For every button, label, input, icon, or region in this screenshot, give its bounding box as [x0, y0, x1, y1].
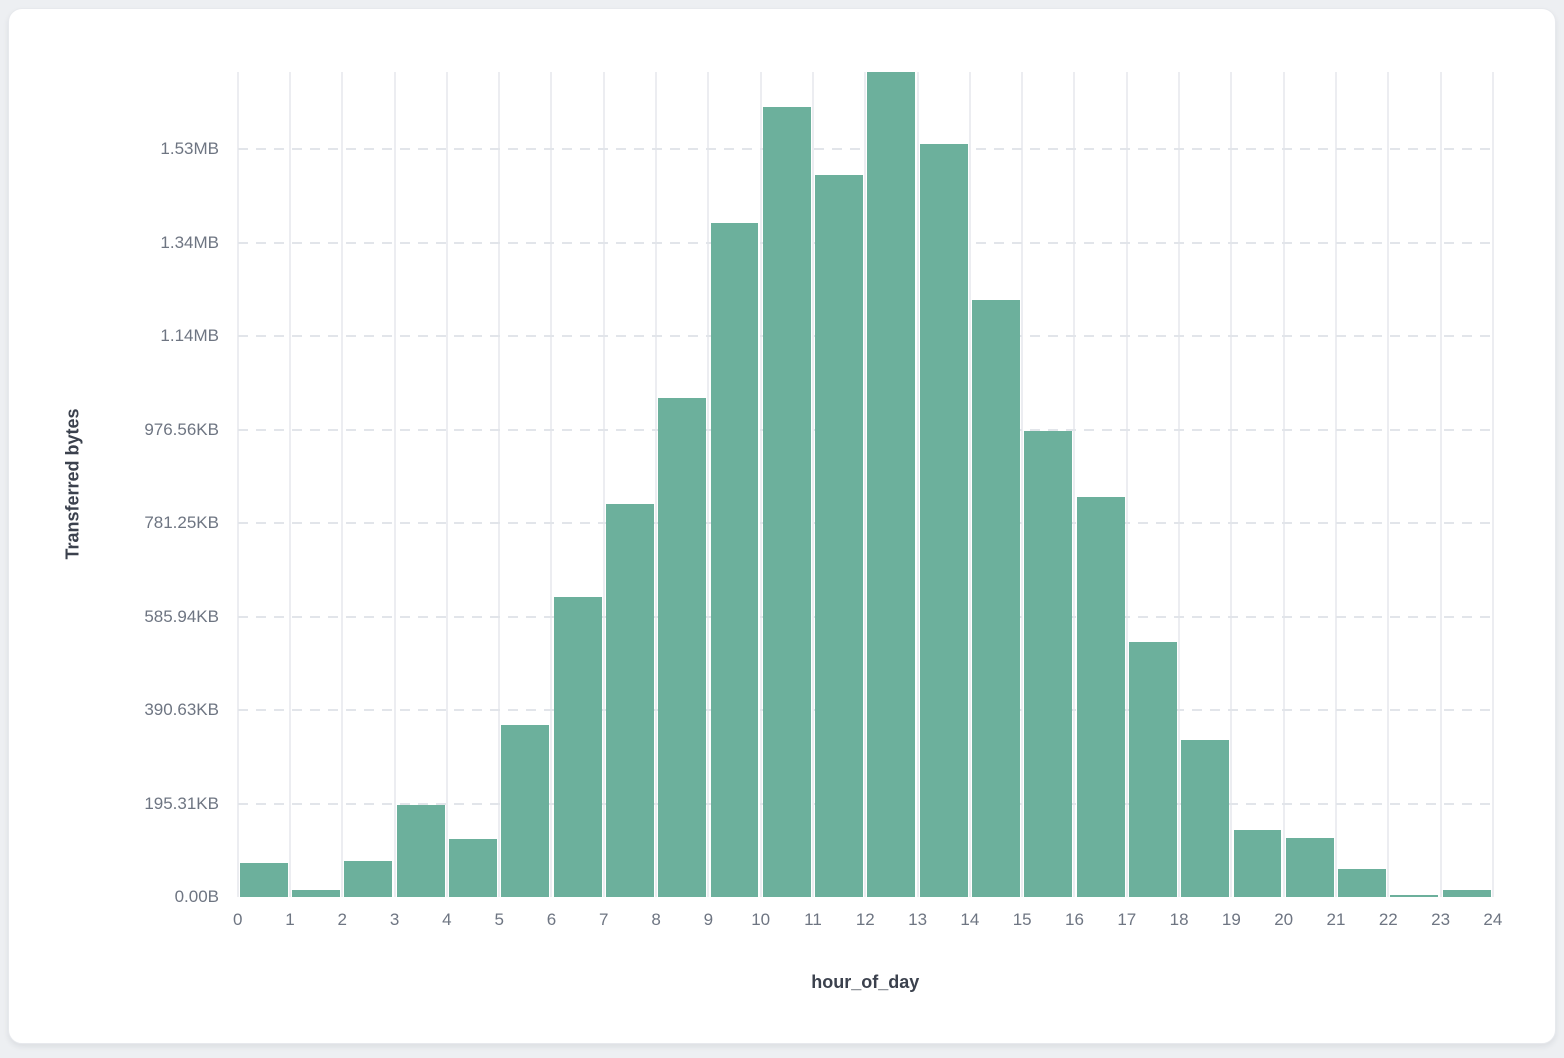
vertical-gridline: [864, 72, 867, 897]
vertical-gridline: [288, 72, 291, 897]
x-tick-label: 18: [1169, 910, 1189, 929]
vertical-gridline: [1073, 72, 1076, 897]
y-tick-label: 1.34MB: [160, 232, 219, 252]
x-tick-label: 24: [1483, 910, 1503, 929]
vertical-gridline: [1387, 72, 1390, 897]
y-tick-label: 390.63KB: [144, 700, 219, 720]
y-tick-label: 1.53MB: [160, 139, 219, 159]
vertical-gridline: [1125, 72, 1128, 897]
histogram-bar[interactable]: [1233, 830, 1282, 897]
x-tick-label: 12: [855, 910, 875, 929]
histogram-bar[interactable]: [815, 175, 864, 897]
y-tick-label: 976.56KB: [144, 419, 219, 439]
x-tick-label: 2: [337, 910, 348, 929]
x-tick-label: 5: [494, 910, 504, 929]
horizontal-gridline: [237, 428, 1493, 431]
vertical-gridline: [1230, 72, 1233, 897]
vertical-gridline: [341, 72, 344, 897]
histogram-bar[interactable]: [867, 72, 916, 897]
histogram-bar[interactable]: [762, 107, 811, 897]
y-tick-label: 1.14MB: [160, 326, 219, 346]
histogram-bar[interactable]: [449, 838, 497, 897]
x-tick-label: 20: [1274, 910, 1294, 929]
vertical-gridline: [811, 72, 814, 897]
vertical-gridline: [498, 72, 501, 897]
histogram-bar[interactable]: [710, 222, 759, 897]
vertical-gridline: [968, 72, 971, 897]
vertical-gridline: [759, 72, 762, 897]
horizontal-gridline: [237, 709, 1493, 712]
histogram-bar[interactable]: [553, 596, 602, 897]
histogram-bar[interactable]: [501, 724, 550, 897]
x-tick-label: 8: [651, 910, 661, 929]
x-tick-label: 13: [908, 910, 928, 929]
x-tick-label: 4: [442, 910, 452, 929]
x-tick-label: 19: [1221, 910, 1241, 929]
vertical-gridline: [1282, 72, 1285, 897]
histogram-bar[interactable]: [1024, 430, 1073, 897]
x-tick-label: 16: [1065, 910, 1084, 929]
x-axis-labels: 0 1 2 3 4 5 6 7 8 9 10 11 12 13 14 15 16 17 18 19 20 21 22 23 24: [233, 910, 1502, 934]
x-tick-label: 10: [751, 910, 771, 929]
horizontal-gridline: [237, 148, 1493, 151]
histogram-bar[interactable]: [1128, 641, 1177, 897]
y-tick-label: 585.94KB: [144, 606, 219, 626]
histogram-bar[interactable]: [658, 397, 707, 897]
vertical-gridline: [707, 72, 710, 897]
histogram-bar[interactable]: [919, 143, 968, 897]
x-tick-label: 9: [703, 910, 714, 929]
x-tick-label: 14: [960, 910, 980, 929]
y-tick-label: 0.00B: [174, 887, 219, 906]
plot-area: [236, 72, 1494, 897]
y-axis-labels: 0.00B 195.31KB 390.63KB 585.94KB 781.25KB 976…: [9, 72, 219, 906]
vertical-gridline: [445, 72, 448, 897]
histogram-bar[interactable]: [239, 862, 288, 897]
histogram-bar[interactable]: [396, 805, 445, 897]
vertical-gridline: [236, 72, 239, 897]
horizontal-gridline: [237, 335, 1493, 338]
vertical-gridline: [393, 72, 396, 897]
x-tick-label: 11: [804, 910, 822, 929]
vertical-gridline: [916, 72, 919, 897]
x-tick-label: 22: [1378, 910, 1398, 929]
histogram-bar[interactable]: [1285, 837, 1334, 897]
horizontal-gridline: [237, 241, 1493, 244]
vertical-gridline: [602, 72, 605, 897]
chart-card: Transferred bytes 0.00B 195.31KB 390.63KB 5…: [8, 8, 1556, 1044]
vertical-gridline: [1439, 72, 1442, 897]
vertical-gridline: [1178, 72, 1181, 897]
y-tick-label: 781.25KB: [144, 513, 219, 533]
histogram-bar[interactable]: [1181, 740, 1230, 897]
vertical-gridline: [655, 72, 658, 897]
x-tick-label: 23: [1431, 910, 1451, 929]
histogram-bar[interactable]: [1338, 869, 1387, 897]
histogram-bar[interactable]: [605, 504, 654, 897]
x-tick-label: 7: [599, 910, 609, 929]
vertical-gridline: [1491, 72, 1494, 897]
histogram-bar[interactable]: [1390, 894, 1439, 897]
histogram-bar[interactable]: [972, 299, 1020, 897]
x-tick-label: 17: [1117, 910, 1137, 929]
x-tick-label: 21: [1326, 910, 1346, 929]
y-tick-label: 195.31KB: [144, 793, 219, 813]
histogram-bar[interactable]: [1442, 890, 1491, 897]
x-tick-label: 0: [232, 910, 243, 929]
horizontal-gridline: [237, 522, 1493, 525]
x-tick-label: 3: [389, 910, 400, 929]
vertical-gridline: [550, 72, 553, 897]
x-tick-label: 15: [1012, 910, 1032, 929]
histogram-bar[interactable]: [292, 890, 341, 897]
x-axis-title: hour_of_day: [811, 972, 920, 992]
x-tick-label: 6: [546, 910, 557, 929]
horizontal-gridline: [237, 615, 1493, 618]
horizontal-gridline: [237, 802, 1493, 805]
histogram-bar[interactable]: [344, 861, 393, 897]
vertical-gridline: [1021, 72, 1024, 897]
histogram-bar[interactable]: [1076, 496, 1125, 897]
vertical-gridline: [1334, 72, 1337, 897]
x-tick-label: 1: [285, 910, 295, 929]
